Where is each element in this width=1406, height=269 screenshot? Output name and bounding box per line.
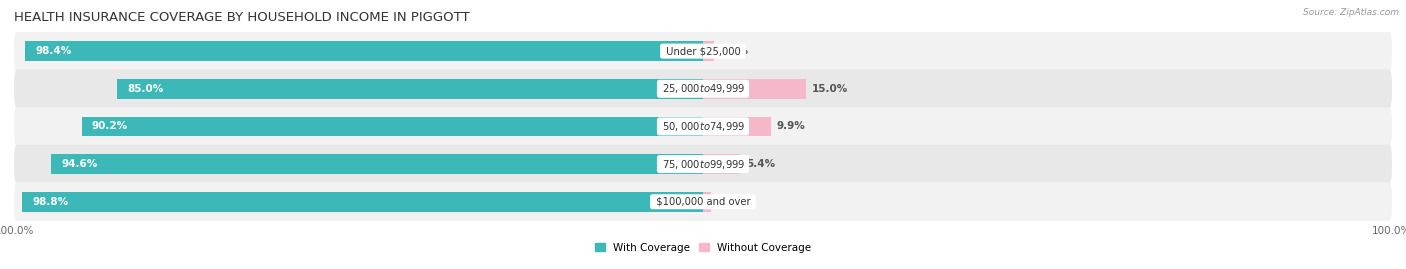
Bar xyxy=(118,79,703,98)
Text: 90.2%: 90.2% xyxy=(91,121,128,132)
FancyBboxPatch shape xyxy=(14,145,1392,183)
Text: 98.8%: 98.8% xyxy=(32,197,69,207)
Bar xyxy=(703,117,772,136)
Text: 94.6%: 94.6% xyxy=(62,159,98,169)
Text: Under $25,000: Under $25,000 xyxy=(662,46,744,56)
FancyBboxPatch shape xyxy=(14,32,1392,70)
Bar xyxy=(703,192,711,211)
Legend: With Coverage, Without Coverage: With Coverage, Without Coverage xyxy=(591,238,815,257)
Bar xyxy=(22,192,703,211)
Bar xyxy=(51,154,703,174)
FancyBboxPatch shape xyxy=(14,70,1392,108)
Text: 5.4%: 5.4% xyxy=(745,159,775,169)
Text: 9.9%: 9.9% xyxy=(776,121,806,132)
FancyBboxPatch shape xyxy=(14,183,1392,221)
Text: 1.2%: 1.2% xyxy=(717,197,745,207)
Text: 15.0%: 15.0% xyxy=(811,84,848,94)
Text: 85.0%: 85.0% xyxy=(128,84,165,94)
Text: 1.6%: 1.6% xyxy=(720,46,748,56)
Text: $100,000 and over: $100,000 and over xyxy=(652,197,754,207)
FancyBboxPatch shape xyxy=(14,107,1392,146)
Text: Source: ZipAtlas.com: Source: ZipAtlas.com xyxy=(1303,8,1399,17)
Bar xyxy=(703,41,714,61)
Bar xyxy=(703,79,807,98)
Text: $50,000 to $74,999: $50,000 to $74,999 xyxy=(659,120,747,133)
Text: HEALTH INSURANCE COVERAGE BY HOUSEHOLD INCOME IN PIGGOTT: HEALTH INSURANCE COVERAGE BY HOUSEHOLD I… xyxy=(14,11,470,24)
Bar xyxy=(703,154,740,174)
Text: $25,000 to $49,999: $25,000 to $49,999 xyxy=(659,82,747,95)
Bar xyxy=(25,41,703,61)
Bar xyxy=(82,117,703,136)
Text: $75,000 to $99,999: $75,000 to $99,999 xyxy=(659,158,747,171)
Text: 98.4%: 98.4% xyxy=(35,46,72,56)
